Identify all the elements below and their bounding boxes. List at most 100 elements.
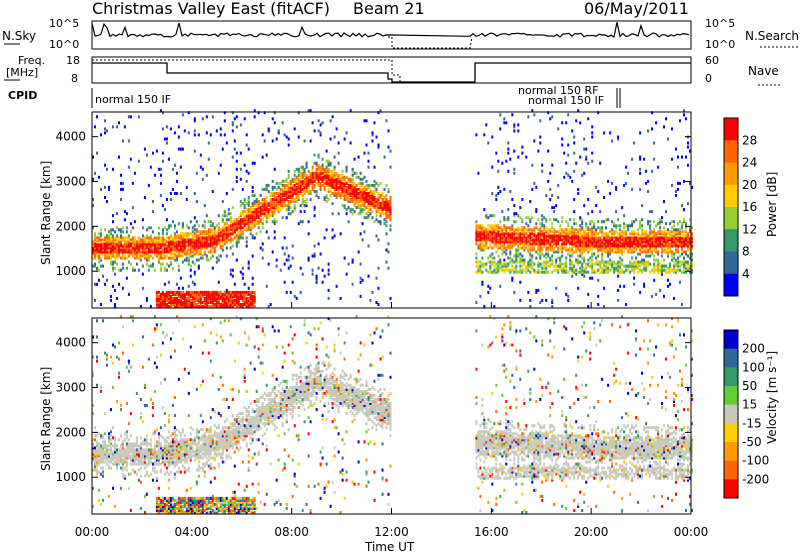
range-gate-cell — [543, 234, 546, 238]
range-gate-cell — [273, 210, 276, 214]
range-gate-cell — [529, 298, 532, 302]
range-gate-cell — [595, 246, 598, 250]
range-gate-cell — [329, 190, 332, 193]
range-gate-cell — [497, 232, 500, 236]
range-gate-cell — [543, 236, 546, 240]
range-gate-cell — [211, 228, 214, 232]
range-gate-cell — [601, 266, 604, 270]
range-gate-cell — [203, 242, 206, 246]
range-gate-cell — [243, 228, 246, 232]
range-gate-cell — [493, 214, 496, 218]
range-gate-cell — [94, 438, 96, 442]
range-gate-cell — [215, 244, 218, 248]
range-gate-cell — [599, 248, 602, 252]
range-gate-cell — [343, 183, 346, 187]
range-gate-cell — [329, 185, 332, 189]
range-gate-cell — [539, 228, 542, 232]
range-gate-cell — [123, 458, 126, 462]
range-gate-cell — [355, 202, 358, 206]
range-gate-cell — [211, 244, 214, 248]
range-gate-cell — [509, 250, 512, 254]
range-gate-cell — [191, 244, 194, 248]
range-gate-cell — [523, 262, 526, 266]
range-gate-cell — [191, 254, 194, 258]
range-gate-cell — [601, 270, 604, 274]
range-gate-cell — [379, 222, 382, 226]
range-gate-cell — [225, 218, 228, 222]
range-gate-cell — [205, 244, 208, 248]
range-gate-cell — [327, 296, 330, 300]
range-gate-cell — [205, 290, 208, 294]
range-gate-cell — [141, 226, 144, 230]
range-gate-cell — [345, 185, 348, 189]
range-gate-cell — [187, 305, 190, 308]
range-gate-cell — [385, 183, 388, 187]
range-gate-cell — [271, 220, 274, 224]
range-gate-cell — [323, 181, 326, 185]
range-gate-cell — [123, 250, 126, 254]
range-gate-cell — [369, 298, 372, 302]
range-gate-cell — [625, 181, 628, 185]
range-gate-cell — [235, 175, 238, 179]
range-gate-cell — [583, 246, 586, 250]
range-gate-cell — [343, 179, 346, 183]
range-gate-cell — [277, 181, 280, 185]
range-gate-cell — [665, 242, 667, 246]
range-gate-cell — [671, 252, 673, 256]
range-gate-cell — [329, 175, 332, 179]
range-gate-cell — [571, 232, 574, 236]
range-gate-cell — [121, 325, 124, 329]
range-gate-cell — [199, 250, 202, 254]
range-gate-cell — [175, 248, 178, 252]
range-gate-cell — [175, 296, 178, 300]
range-gate-cell — [613, 236, 616, 240]
range-gate-cell — [149, 226, 152, 230]
range-gate-cell — [201, 256, 204, 260]
range-gate-cell — [251, 282, 254, 286]
range-gate-cell — [203, 238, 206, 242]
range-gate-cell — [617, 270, 620, 274]
range-gate-cell — [225, 254, 228, 258]
range-gate-cell — [307, 177, 310, 181]
range-gate-cell — [339, 232, 342, 236]
range-gate-cell — [199, 256, 202, 260]
range-gate-cell — [577, 242, 580, 246]
range-gate-cell — [213, 292, 216, 296]
range-gate-cell — [527, 228, 530, 232]
range-gate-cell — [543, 232, 546, 236]
range-gate-cell — [94, 248, 96, 252]
range-gate-cell — [661, 246, 663, 250]
range-gate-cell — [561, 262, 564, 266]
range-gate-cell — [321, 157, 324, 161]
range-gate-cell — [653, 141, 656, 145]
range-gate-cell — [131, 236, 134, 240]
range-gate-cell — [557, 268, 560, 272]
range-gate-cell — [155, 305, 158, 308]
range-gate-cell — [495, 270, 498, 274]
range-gate-cell — [139, 242, 142, 246]
range-gate-cell — [175, 250, 178, 254]
range-gate-cell — [149, 234, 152, 238]
range-gate-cell — [643, 157, 646, 161]
range-gate-cell — [221, 214, 224, 218]
range-gate-cell — [285, 216, 288, 220]
range-gate-cell — [183, 232, 186, 236]
range-gate-cell — [239, 230, 242, 234]
range-gate-cell — [367, 208, 370, 212]
range-gate-cell — [177, 125, 180, 129]
range-gate-cell — [217, 242, 220, 246]
range-gate-cell — [557, 236, 560, 240]
range-gate-cell — [385, 216, 388, 220]
range-gate-cell — [609, 246, 612, 250]
range-gate-cell — [517, 240, 520, 244]
range-gate-cell — [151, 200, 154, 203]
range-gate-cell — [94, 466, 96, 470]
range-gate-cell — [687, 240, 689, 244]
range-gate-cell — [353, 157, 356, 161]
range-gate-cell — [133, 450, 136, 454]
range-gate-cell — [521, 230, 524, 234]
range-gate-cell — [195, 246, 198, 250]
range-gate-cell — [92, 458, 94, 462]
range-gate-cell — [116, 456, 118, 460]
range-gate-cell — [319, 173, 322, 177]
